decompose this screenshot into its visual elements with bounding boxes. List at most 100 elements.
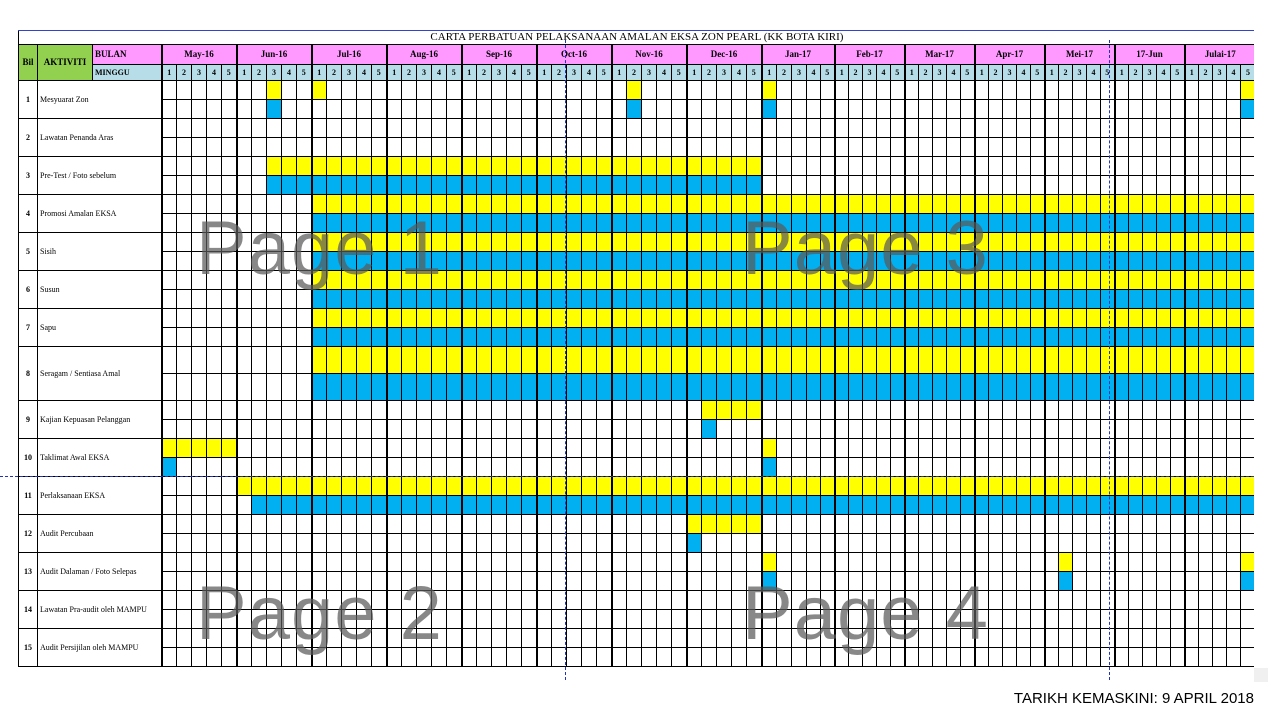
week-cell[interactable] [988, 457, 1003, 477]
week-cell[interactable] [820, 552, 835, 572]
week-cell[interactable] [1002, 628, 1017, 648]
actual-bar-cell[interactable] [731, 495, 747, 515]
plan-bar-cell[interactable] [460, 476, 477, 496]
plan-bar-cell[interactable] [610, 156, 627, 176]
week-cell[interactable] [596, 590, 612, 610]
actual-bar-cell[interactable] [1002, 213, 1017, 233]
week-cell[interactable] [251, 80, 267, 100]
plan-bar-cell[interactable] [1142, 194, 1157, 214]
plan-bar-cell[interactable] [1198, 194, 1213, 214]
week-cell[interactable] [1072, 590, 1087, 610]
plan-bar-cell[interactable] [446, 476, 462, 496]
week-cell[interactable] [476, 647, 492, 667]
week-cell[interactable] [1212, 118, 1227, 138]
week-cell[interactable] [932, 99, 947, 119]
week-cell[interactable] [310, 552, 327, 572]
actual-bar-cell[interactable] [746, 495, 762, 515]
plan-bar-cell[interactable] [310, 270, 327, 290]
week-cell[interactable] [903, 514, 919, 534]
plan-bar-cell[interactable] [1072, 476, 1087, 496]
week-cell[interactable] [1086, 514, 1101, 534]
week-cell[interactable] [791, 99, 807, 119]
plan-bar-cell[interactable] [521, 346, 537, 374]
week-cell[interactable] [296, 552, 312, 572]
week-cell[interactable] [460, 438, 477, 458]
week-cell[interactable] [806, 419, 821, 439]
plan-bar-cell[interactable] [1198, 270, 1213, 290]
actual-bar-cell[interactable] [1058, 327, 1073, 347]
week-cell[interactable] [746, 438, 762, 458]
plan-bar-cell[interactable] [776, 194, 792, 214]
week-cell[interactable] [1100, 533, 1115, 553]
week-cell[interactable] [191, 327, 207, 347]
week-cell[interactable] [1002, 647, 1017, 667]
week-cell[interactable] [491, 419, 507, 439]
week-cell[interactable] [1170, 400, 1185, 420]
week-cell[interactable] [431, 99, 447, 119]
week-cell[interactable] [685, 552, 702, 572]
week-cell[interactable] [521, 533, 537, 553]
week-cell[interactable] [716, 419, 732, 439]
actual-bar-cell[interactable] [596, 373, 612, 401]
week-cell[interactable] [221, 590, 237, 610]
week-cell[interactable] [491, 438, 507, 458]
plan-bar-cell[interactable] [1212, 346, 1227, 374]
week-cell[interactable] [890, 99, 905, 119]
week-cell[interactable] [1058, 438, 1073, 458]
week-cell[interactable] [1226, 647, 1241, 667]
week-cell[interactable] [296, 270, 312, 290]
week-cell[interactable] [1156, 438, 1171, 458]
actual-bar-cell[interactable] [581, 495, 597, 515]
plan-bar-cell[interactable] [903, 194, 919, 214]
week-cell[interactable] [176, 373, 192, 401]
actual-bar-cell[interactable] [1030, 213, 1045, 233]
week-cell[interactable] [446, 514, 462, 534]
actual-bar-cell[interactable] [401, 495, 417, 515]
actual-bar-cell[interactable] [1142, 327, 1157, 347]
week-cell[interactable] [806, 552, 821, 572]
week-cell[interactable] [1002, 175, 1017, 195]
plan-bar-cell[interactable] [890, 308, 905, 328]
actual-bar-cell[interactable] [581, 289, 597, 309]
plan-bar-cell[interactable] [1113, 308, 1129, 328]
week-cell[interactable] [235, 609, 252, 629]
plan-bar-cell[interactable] [1086, 476, 1101, 496]
week-cell[interactable] [221, 232, 237, 252]
week-cell[interactable] [235, 270, 252, 290]
actual-bar-cell[interactable] [671, 251, 687, 271]
plan-bar-cell[interactable] [1240, 270, 1254, 290]
actual-bar-cell[interactable] [903, 289, 919, 309]
plan-bar-cell[interactable] [610, 308, 627, 328]
week-cell[interactable] [1002, 552, 1017, 572]
week-cell[interactable] [1030, 628, 1045, 648]
week-cell[interactable] [401, 514, 417, 534]
week-cell[interactable] [191, 533, 207, 553]
actual-bar-cell[interactable] [973, 213, 989, 233]
week-cell[interactable] [521, 590, 537, 610]
week-cell[interactable] [610, 628, 627, 648]
actual-bar-cell[interactable] [1240, 571, 1254, 591]
week-cell[interactable] [206, 571, 222, 591]
actual-bar-cell[interactable] [596, 495, 612, 515]
actual-bar-cell[interactable] [1086, 289, 1101, 309]
plan-bar-cell[interactable] [716, 194, 732, 214]
week-cell[interactable] [1240, 400, 1254, 420]
plan-bar-cell[interactable] [671, 194, 687, 214]
week-cell[interactable] [1226, 80, 1241, 100]
week-cell[interactable] [890, 457, 905, 477]
week-cell[interactable] [903, 609, 919, 629]
plan-bar-cell[interactable] [506, 194, 522, 214]
week-cell[interactable] [1240, 590, 1254, 610]
actual-bar-cell[interactable] [685, 373, 702, 401]
plan-bar-cell[interactable] [416, 270, 432, 290]
week-cell[interactable] [191, 99, 207, 119]
week-cell[interactable] [251, 175, 267, 195]
actual-bar-cell[interactable] [310, 175, 327, 195]
week-cell[interactable] [596, 552, 612, 572]
actual-bar-cell[interactable] [833, 289, 849, 309]
plan-bar-cell[interactable] [535, 232, 552, 252]
week-cell[interactable] [160, 400, 177, 420]
actual-bar-cell[interactable] [1016, 213, 1031, 233]
plan-bar-cell[interactable] [820, 308, 835, 328]
week-cell[interactable] [176, 609, 192, 629]
